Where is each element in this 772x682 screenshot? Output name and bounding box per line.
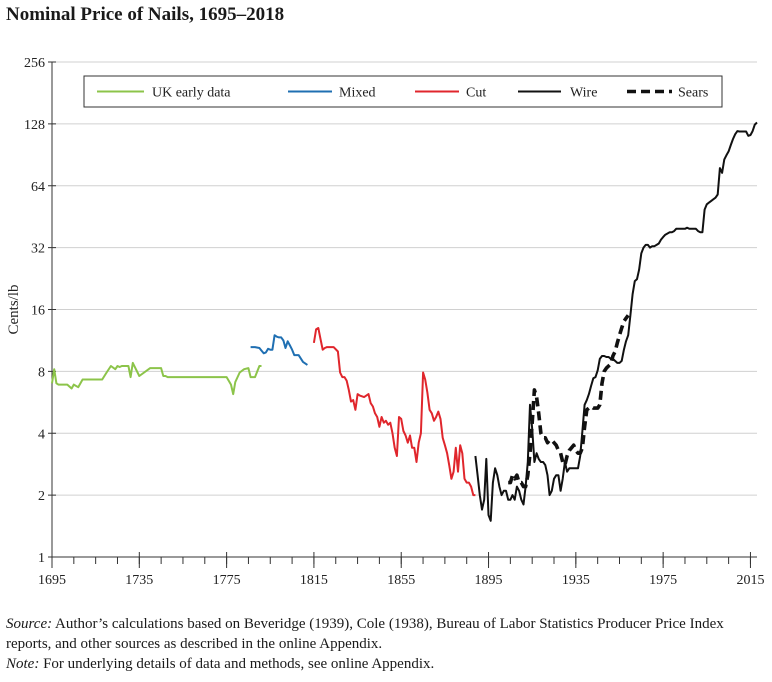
- y-tick-label-0: 1: [38, 551, 45, 566]
- legend-label-uk-early-data: UK early data: [152, 86, 231, 101]
- series-line-wire: [474, 121, 758, 522]
- x-tick-label-4: 1855: [387, 573, 415, 588]
- chart-notes: Source: Author’s calculations based on B…: [6, 614, 766, 674]
- chart-svg: 1 2 4 8 16 32 64 128 256 1695 1735 1775 1815 1855 1895…: [6, 56, 764, 588]
- source-note: Source: Author’s calculations based on B…: [6, 614, 766, 654]
- legend-label-wire: Wire: [570, 86, 597, 101]
- y-tick-label-3: 8: [38, 365, 45, 380]
- legend-box: [83, 75, 723, 108]
- y-tick-label-6: 64: [31, 180, 45, 195]
- y-axis-label: Cents/lb: [6, 284, 22, 334]
- x-tick-label-7: 1975: [649, 573, 677, 588]
- legend-label-cut: Cut: [466, 86, 486, 101]
- x-tick-label-3: 1815: [300, 573, 328, 588]
- x-tick-label-5: 1895: [475, 573, 503, 588]
- source-label: Source:: [6, 616, 53, 632]
- x-tick-label-8: 2015: [736, 573, 764, 588]
- legend: UK early data Mixed Cut Wire Sears: [83, 75, 723, 108]
- note-label: Note:: [6, 656, 40, 672]
- note-text: For underlying details of data and metho…: [39, 656, 435, 672]
- y-tick-label-5: 32: [31, 242, 45, 257]
- source-text: Author’s calculations based on Beveridge…: [6, 616, 724, 652]
- series-line-mixed: [250, 334, 308, 366]
- y-tick-label-4: 16: [31, 304, 45, 319]
- chart-title: Nominal Price of Nails, 1695–2018: [6, 4, 285, 25]
- series-line-uk-early-data: [51, 361, 262, 396]
- x-tick-label-1: 1735: [125, 573, 153, 588]
- series-line-sears: [508, 314, 630, 489]
- y-tick-label-8: 256: [24, 56, 45, 71]
- x-tick-label-2: 1775: [213, 573, 241, 588]
- y-tick-label-1: 2: [38, 489, 45, 504]
- x-tick-label-0: 1695: [38, 573, 66, 588]
- x-tick-label-6: 1935: [562, 573, 590, 588]
- y-tick-label-7: 128: [24, 118, 45, 133]
- footnote: Note: For underlying details of data and…: [6, 654, 766, 674]
- legend-label-mixed: Mixed: [339, 86, 376, 101]
- series-line-cut: [312, 327, 476, 497]
- y-tick-label-2: 4: [38, 427, 45, 442]
- legend-label-sears: Sears: [678, 86, 708, 101]
